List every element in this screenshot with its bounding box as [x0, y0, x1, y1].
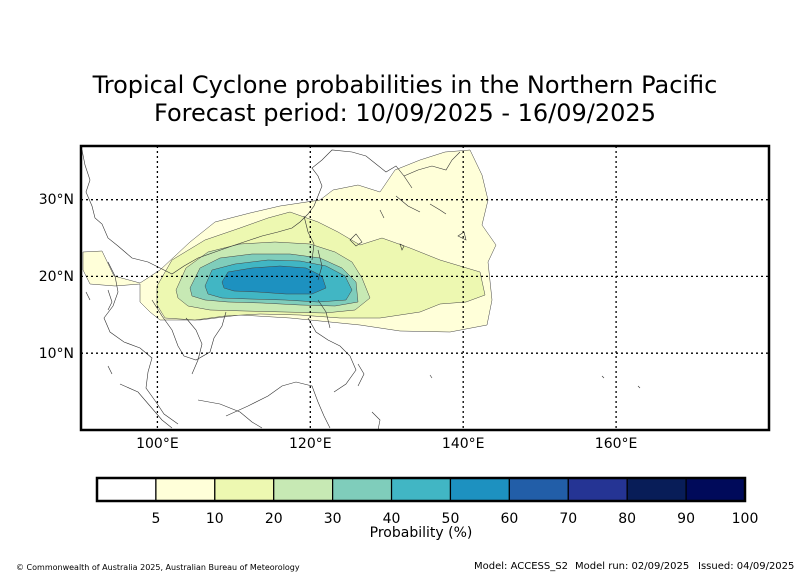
title-line-1: Tropical Cyclone probabilities in the No… — [92, 71, 718, 99]
colorbar-tick-label: 10 — [206, 511, 224, 527]
lat-label-30n: 30°N — [39, 192, 74, 208]
colorbar-swatch — [390, 477, 452, 502]
title-line-2: Forecast period: 10/09/2025 - 16/09/2025 — [154, 99, 656, 127]
colorbar-tick-label: 80 — [618, 511, 636, 527]
model-run-text: Model run: 02/09/2025 — [575, 561, 690, 572]
colorbar-swatch — [273, 477, 334, 502]
colorbar: 5 10 20 30 40 50 60 70 80 90 100 — [95, 476, 759, 527]
colorbar-swatch — [508, 477, 569, 502]
model-text: Model: ACCESS_S2 — [474, 561, 568, 572]
copyright-text: © Commonwealth of Australia 2025, Austra… — [16, 563, 300, 572]
lon-label-100e: 100°E — [136, 436, 179, 452]
probability-contours — [82, 149, 497, 333]
colorbar-frame — [95, 476, 747, 503]
colorbar-tick-label: 20 — [265, 511, 283, 527]
colorbar-swatch — [449, 477, 510, 502]
colorbar-swatch — [685, 477, 746, 502]
colorbar-tick-label: 60 — [500, 511, 518, 527]
contour-50-60 — [221, 265, 327, 295]
colorbar-title: Probability (%) — [369, 525, 473, 541]
gridlines — [81, 146, 769, 430]
lon-label-160e: 160°E — [595, 436, 638, 452]
lon-label-120e: 120°E — [289, 436, 332, 452]
colorbar-tick-label: 100 — [732, 511, 759, 527]
colorbar-swatch — [155, 477, 216, 502]
lat-label-10n: 10°N — [39, 346, 74, 362]
coastlines — [81, 149, 641, 430]
lon-label-140e: 140°E — [442, 436, 485, 452]
colorbar-tick-label: 30 — [324, 511, 342, 527]
colorbar-swatch — [214, 477, 275, 502]
colorbar-swatch — [626, 477, 687, 502]
issued-text: Issued: 04/09/2025 — [698, 561, 795, 572]
colorbar-tick-label: 70 — [559, 511, 577, 527]
colorbar-swatch — [96, 477, 157, 502]
lat-label-20n: 20°N — [39, 269, 74, 285]
map-frame — [79, 144, 771, 432]
colorbar-tick-label: 5 — [151, 511, 160, 527]
colorbar-swatch — [567, 477, 628, 502]
colorbar-swatch — [332, 477, 393, 502]
colorbar-tick-label: 50 — [442, 511, 460, 527]
colorbar-tick-label: 90 — [677, 511, 695, 527]
colorbar-tick-label: 40 — [383, 511, 401, 527]
